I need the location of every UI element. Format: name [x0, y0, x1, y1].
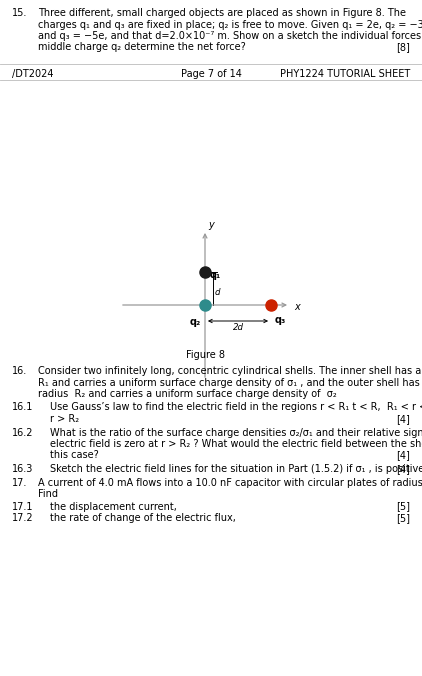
Text: q₃: q₃ — [275, 315, 286, 325]
Text: 16.2: 16.2 — [12, 427, 33, 437]
Text: 17.2: 17.2 — [12, 513, 34, 523]
Text: middle charge q₂ determine the net force?: middle charge q₂ determine the net force… — [38, 43, 246, 53]
Text: Page 7 of 14: Page 7 of 14 — [181, 69, 241, 79]
Text: R₁ and carries a uniform surface charge density of σ₁ , and the outer shell has : R₁ and carries a uniform surface charge … — [38, 377, 422, 387]
Text: d: d — [215, 288, 221, 297]
Text: y: y — [208, 220, 214, 230]
Text: 16.1: 16.1 — [12, 402, 33, 412]
Text: q₂: q₂ — [190, 317, 201, 327]
Text: 2d: 2d — [233, 323, 243, 332]
Text: charges q₁ and q₃ are fixed in place; q₂ is free to move. Given q₁ = 2e, q₂ = −3: charges q₁ and q₃ are fixed in place; q₂… — [38, 20, 422, 30]
Text: PHY1224 TUTORIAL SHEET: PHY1224 TUTORIAL SHEET — [280, 69, 410, 79]
Text: q₁: q₁ — [210, 270, 221, 280]
Text: [5]: [5] — [396, 502, 410, 512]
Text: electric field is zero at r > R₂ ? What would the electric field between the she: electric field is zero at r > R₂ ? What … — [50, 439, 422, 449]
Text: radius  R₂ and carries a uniform surface charge density of  σ₂: radius R₂ and carries a uniform surface … — [38, 389, 337, 399]
Text: Sketch the electric field lines for the situation in Part (1.5.2) if σ₁ , is pos: Sketch the electric field lines for the … — [50, 464, 422, 474]
Text: 15.: 15. — [12, 8, 27, 18]
Text: [4]: [4] — [396, 464, 410, 474]
Text: [4]: [4] — [396, 450, 410, 460]
Text: [4]: [4] — [396, 414, 410, 424]
Text: Consider two infinitely long, concentric cylindrical shells. The inner shell has: Consider two infinitely long, concentric… — [38, 366, 422, 376]
Text: [8]: [8] — [396, 43, 410, 53]
Text: [5]: [5] — [396, 513, 410, 523]
Text: the rate of change of the electric flux,: the rate of change of the electric flux, — [50, 513, 236, 523]
Text: What is the ratio of the surface charge densities σ₂/σ₁ and their relative signs: What is the ratio of the surface charge … — [50, 427, 422, 437]
Text: Use Gauss’s law to find the electric field in the regions r < R₁ t < R,  R₁ < r : Use Gauss’s law to find the electric fie… — [50, 402, 422, 412]
Text: and q₃ = −5e, and that d=2.0×10⁻⁷ m. Show on a sketch the individual forces on t: and q₃ = −5e, and that d=2.0×10⁻⁷ m. Sho… — [38, 31, 422, 41]
Text: this case?: this case? — [50, 450, 99, 460]
Text: 16.: 16. — [12, 366, 27, 376]
Text: 17.1: 17.1 — [12, 502, 33, 512]
Text: Find: Find — [38, 489, 58, 499]
Text: Three different, small charged objects are placed as shown in Figure 8. The: Three different, small charged objects a… — [38, 8, 406, 18]
Text: the displacement current,: the displacement current, — [50, 502, 177, 512]
Text: x: x — [294, 302, 300, 312]
Text: r > R₂: r > R₂ — [50, 414, 79, 424]
Text: Figure 8: Figure 8 — [186, 350, 225, 360]
Text: 17.: 17. — [12, 477, 27, 487]
Text: A current of 4.0 mA flows into a 10.0 nF capacitor with circular plates of radiu: A current of 4.0 mA flows into a 10.0 nF… — [38, 477, 422, 487]
Text: /DT2024: /DT2024 — [12, 69, 54, 79]
Text: 16.3: 16.3 — [12, 464, 33, 474]
